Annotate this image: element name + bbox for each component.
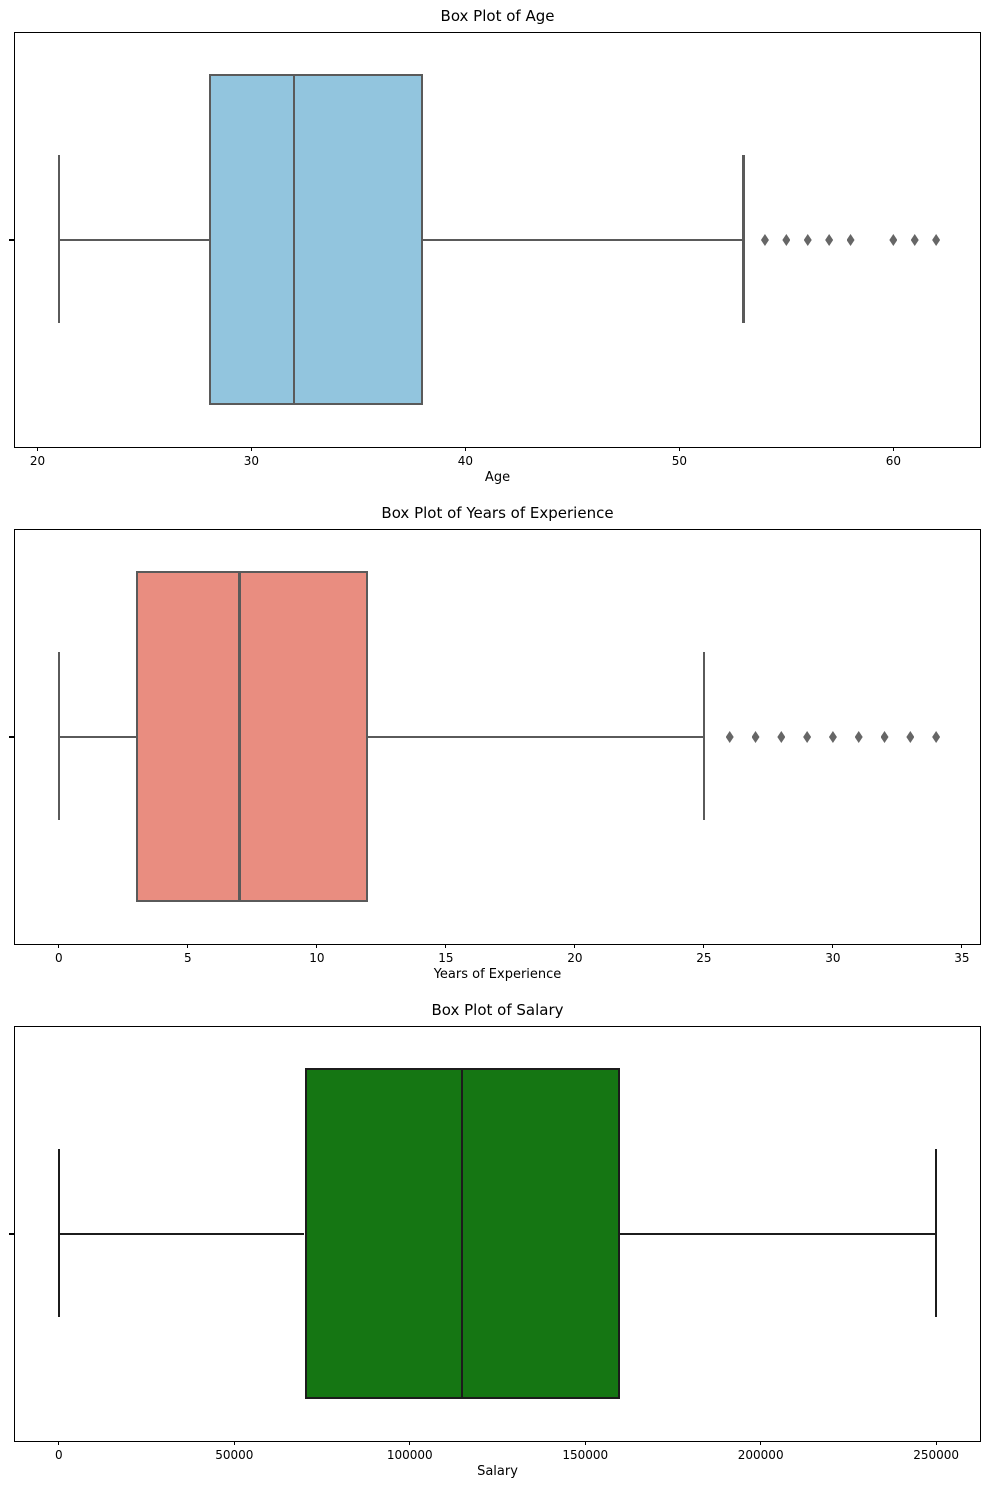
lower-whisker-line (58, 735, 137, 739)
x-tick-label: 100000 (386, 1448, 433, 1462)
x-tick-mark (233, 1441, 235, 1445)
x-tick-mark (584, 1441, 586, 1445)
x-tick-mark (574, 944, 576, 948)
x-tick-mark (187, 944, 189, 948)
x-tick-mark (678, 447, 680, 451)
experience-boxplot-panel: Box Plot of Years of Experience 0 5 10 15 20… (0, 497, 989, 994)
outlier-diamond (889, 234, 898, 246)
x-tick-label: 25 (696, 951, 712, 965)
x-axis-label: Age (484, 470, 511, 485)
upper-whisker-line (620, 1233, 937, 1235)
x-tick-mark (703, 944, 705, 948)
upper-whisker-cap (742, 155, 745, 323)
x-tick-label: 10 (309, 951, 325, 965)
y-tick-mark (9, 239, 14, 241)
outlier-diamond (828, 731, 837, 743)
x-axis-label: Years of Experience (433, 967, 562, 982)
x-tick-label: 30 (825, 951, 841, 965)
outlier-diamond (782, 234, 791, 246)
outlier-diamond (725, 731, 734, 743)
x-tick-mark (409, 1441, 411, 1445)
outlier-diamond (825, 234, 834, 246)
lower-whisker-line (58, 1233, 305, 1235)
lower-whisker-line (58, 238, 209, 242)
salary-plot-area: 0 50000 100000 150000 200000 250000 (9, 1026, 981, 1462)
outlier-diamond (910, 234, 919, 246)
upper-whisker-cap (935, 1149, 938, 1317)
y-tick-mark (9, 736, 14, 738)
x-tick-label: 20 (29, 454, 46, 468)
median-line (238, 571, 241, 902)
chart-title: Box Plot of Salary (431, 1001, 564, 1019)
x-tick-label: 250000 (913, 1448, 960, 1462)
upper-whisker-line (422, 238, 744, 242)
age-boxplot-panel: Box Plot of Age 20 30 40 50 60 Age (0, 0, 989, 497)
x-tick-label: 5 (184, 951, 192, 965)
x-tick-mark (892, 447, 894, 451)
outlier-diamond (803, 234, 812, 246)
lower-whisker-cap (57, 1149, 60, 1317)
outlier-diamond (932, 731, 941, 743)
x-tick-mark (961, 944, 963, 948)
x-tick-mark (935, 1441, 937, 1445)
experience-plot-area: 0 5 10 15 20 25 30 35 (9, 529, 981, 965)
iqr-box (208, 74, 423, 405)
salary-boxplot-panel: Box Plot of Salary 0 50000 100000 150000 200… (0, 994, 989, 1490)
outlier-diamond (906, 731, 915, 743)
chart-title: Box Plot of Age (440, 7, 555, 25)
outlier-diamond (777, 731, 786, 743)
x-tick-mark (832, 944, 834, 948)
chart-title: Box Plot of Years of Experience (381, 504, 614, 522)
x-tick-label: 15 (438, 951, 454, 965)
outlier-diamond (846, 234, 855, 246)
x-tick-label: 200000 (737, 1448, 784, 1462)
x-tick-mark (316, 944, 318, 948)
x-tick-mark (250, 447, 252, 451)
x-tick-label: 0 (55, 951, 63, 965)
outlier-diamond (760, 234, 769, 246)
x-tick-label: 150000 (562, 1448, 609, 1462)
x-tick-mark (464, 447, 466, 451)
x-tick-label: 30 (243, 454, 260, 468)
outlier-diamond (803, 731, 812, 743)
outlier-diamond (751, 731, 760, 743)
outlier-diamond (880, 731, 889, 743)
x-axis-label: Salary (477, 1464, 518, 1479)
x-tick-label: 50 (671, 454, 687, 468)
x-tick-mark (760, 1441, 762, 1445)
outlier-diamond (932, 234, 941, 246)
x-tick-label: 50000 (215, 1448, 254, 1462)
median-line (292, 74, 296, 405)
x-tick-label: 20 (567, 951, 583, 965)
upper-whisker-line (368, 735, 704, 739)
x-tick-mark (58, 1441, 60, 1445)
median-line (461, 1068, 464, 1399)
x-tick-label: 60 (885, 454, 901, 468)
x-tick-mark (445, 944, 447, 948)
x-tick-mark (36, 447, 38, 451)
iqr-box (136, 571, 369, 902)
y-tick-mark (9, 1233, 14, 1235)
lower-whisker-cap (57, 155, 61, 323)
upper-whisker-cap (702, 652, 706, 820)
x-tick-label: 0 (55, 1448, 63, 1462)
lower-whisker-cap (57, 652, 61, 820)
x-tick-mark (58, 944, 60, 948)
x-tick-label: 35 (954, 951, 970, 965)
age-plot-area: 20 30 40 50 60 (9, 32, 981, 468)
x-tick-label: 40 (457, 454, 474, 468)
outlier-diamond (854, 731, 863, 743)
